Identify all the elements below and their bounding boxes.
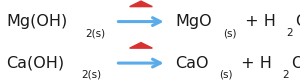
Text: + H: + H xyxy=(240,14,276,29)
Text: 2: 2 xyxy=(282,70,289,80)
Text: 2(s): 2(s) xyxy=(85,28,105,38)
Text: Ca(OH): Ca(OH) xyxy=(6,56,64,71)
Text: (s): (s) xyxy=(223,28,236,38)
Text: 2(s): 2(s) xyxy=(81,70,101,80)
Polygon shape xyxy=(130,1,152,7)
Text: 2: 2 xyxy=(286,28,293,38)
Text: + H: + H xyxy=(236,56,272,71)
Text: (s): (s) xyxy=(219,70,232,80)
Text: CaO: CaO xyxy=(176,56,209,71)
Polygon shape xyxy=(130,43,152,48)
Text: Mg(OH): Mg(OH) xyxy=(6,14,67,29)
Text: O: O xyxy=(295,14,300,29)
Text: MgO: MgO xyxy=(176,14,212,29)
Text: O: O xyxy=(291,56,300,71)
